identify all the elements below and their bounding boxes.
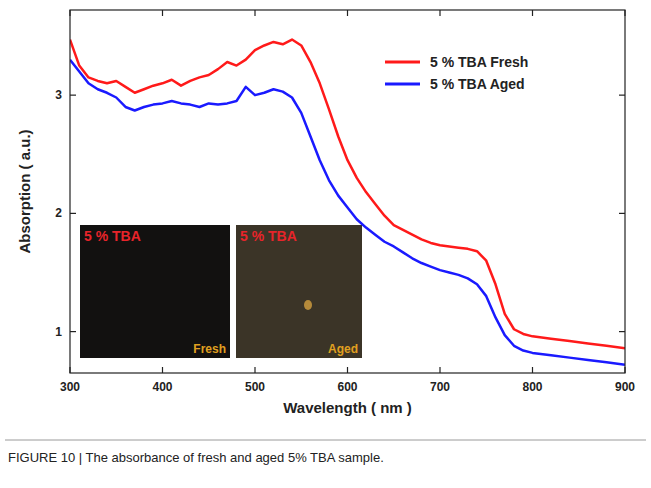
plot-lines <box>70 40 625 365</box>
x-tick <box>162 367 163 373</box>
x-axis-title: Wavelength ( nm ) <box>283 399 412 416</box>
x-tick-label: 700 <box>430 380 450 394</box>
y-axis-title: Absorption ( a.u.) <box>16 129 33 253</box>
x-tick-top <box>439 10 440 16</box>
x-tick-top <box>69 10 70 16</box>
x-tick <box>254 367 255 373</box>
y-tick-label: 2 <box>55 206 62 220</box>
caption: FIGURE 10 | The absorbance of fresh and … <box>8 450 384 465</box>
legend-label: 5 % TBA Aged <box>430 76 525 92</box>
inset-tag: Aged <box>328 342 358 356</box>
inset-label: 5 % TBA <box>84 228 141 244</box>
caption-rule <box>5 440 646 441</box>
inset-background <box>80 225 230 358</box>
y-tick <box>70 213 76 214</box>
x-tick-top <box>254 10 255 16</box>
inset-label: 5 % TBA <box>240 228 297 244</box>
x-tick <box>439 367 440 373</box>
x-tick-label: 600 <box>337 380 357 394</box>
y-tick-label: 3 <box>55 88 62 102</box>
series-line <box>70 60 625 365</box>
x-tick-label: 400 <box>152 380 172 394</box>
x-tick-top <box>532 10 533 16</box>
x-tick <box>69 367 70 373</box>
inset-photo: 5 % TBA Fresh <box>80 225 230 358</box>
x-tick-top <box>162 10 163 16</box>
series-line <box>70 40 625 349</box>
y-tick <box>70 95 76 96</box>
legend: 5 % TBA Fresh 5 % TBA Aged <box>385 54 528 92</box>
x-tick-top <box>624 10 625 16</box>
x-tick <box>347 367 348 373</box>
y-tick-right <box>619 95 625 96</box>
y-tick-label: 1 <box>55 325 62 339</box>
legend-label: 5 % TBA Fresh <box>430 54 528 70</box>
y-tick-right <box>619 213 625 214</box>
figure: 5 % TBA Fresh 5 % TBA Aged 300 400 500 600 700 80… <box>0 0 651 488</box>
inset-photo: 5 % TBA Aged <box>236 225 362 358</box>
x-tick-top <box>347 10 348 16</box>
legend-swatch <box>385 83 420 86</box>
y-tick <box>70 331 76 332</box>
inset-spot <box>304 300 312 310</box>
x-tick-label: 800 <box>522 380 542 394</box>
x-tick-label: 300 <box>60 380 80 394</box>
plot-frame <box>70 10 625 373</box>
inset-tag: Fresh <box>193 342 226 356</box>
x-tick <box>532 367 533 373</box>
x-tick-label: 500 <box>245 380 265 394</box>
inset-background <box>236 225 362 358</box>
y-tick-right <box>619 331 625 332</box>
x-tick <box>624 367 625 373</box>
legend-swatch <box>385 61 420 64</box>
x-tick-label: 900 <box>615 380 635 394</box>
